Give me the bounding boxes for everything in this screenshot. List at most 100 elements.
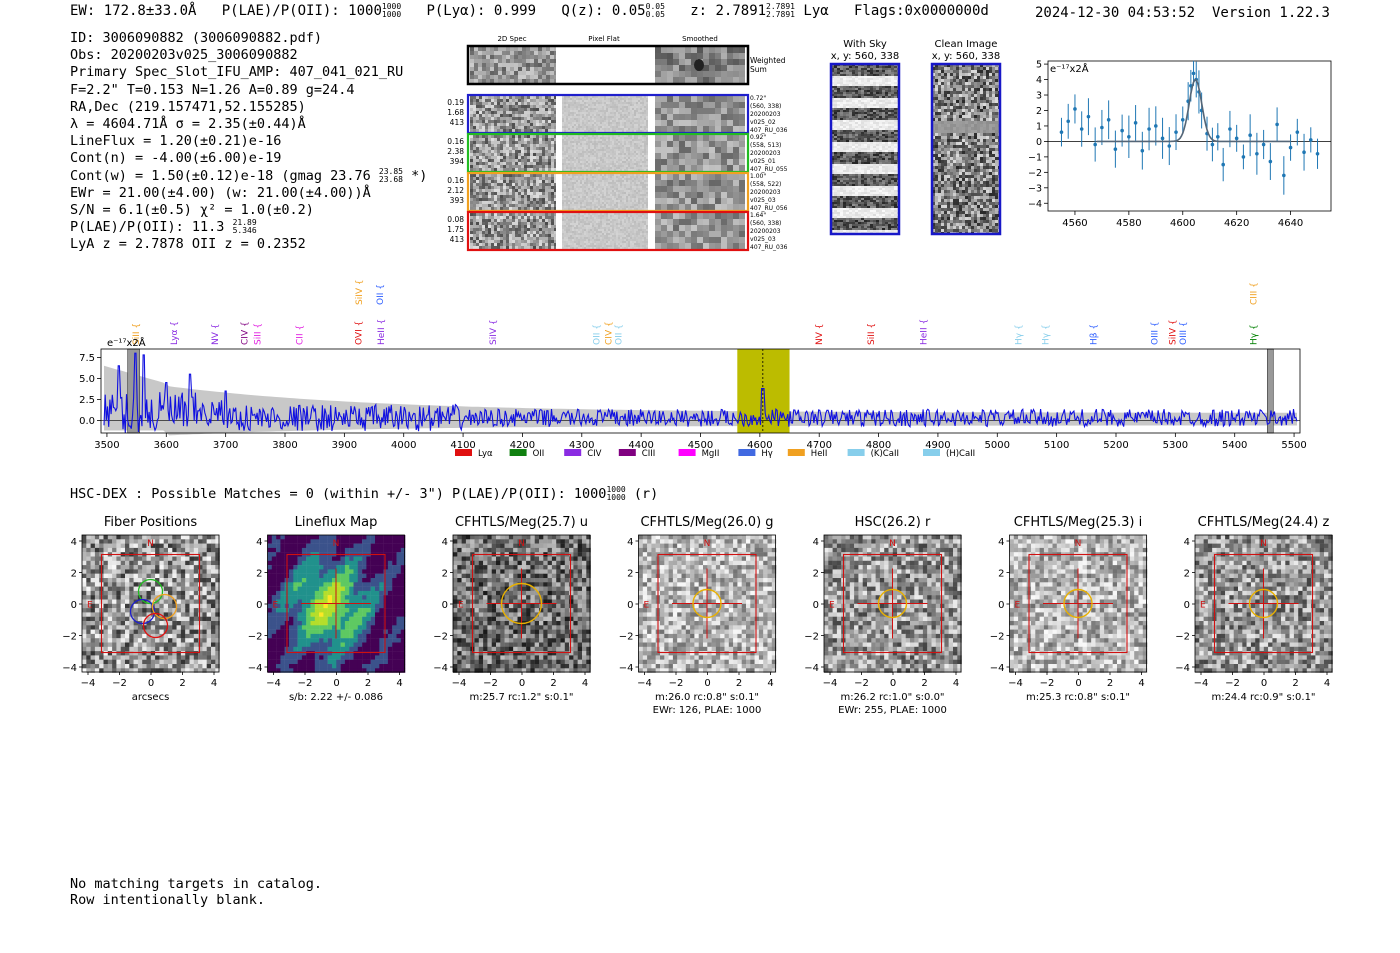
row-left-stat: 394 — [450, 157, 465, 166]
stamp-xtick-label: 2 — [550, 678, 556, 689]
zoom-point — [1106, 117, 1111, 122]
aperture-circle — [1063, 588, 1093, 619]
stamp-xtick-label: 0 — [704, 678, 710, 689]
row-left-stat: 0.08 — [447, 215, 464, 224]
stamp-ytick-label: 2 — [813, 569, 819, 580]
aperture-circle — [877, 588, 908, 619]
spectrum-xtick-label: 3800 — [272, 440, 297, 451]
spectrum-xtick-label: 5500 — [1281, 440, 1306, 451]
info-gmag-range: 23.85 23.68 — [378, 166, 403, 184]
legend-label: Hγ — [761, 449, 772, 459]
legend-swatch — [455, 449, 472, 456]
spectrum-unit-label: e⁻¹⁷x2Å — [107, 336, 146, 349]
zoom-point — [1073, 107, 1077, 111]
row-pixel-flat — [562, 213, 648, 249]
spectrum-xtick-label: 5100 — [1044, 440, 1069, 451]
row-right-info: (560, 338) — [750, 103, 781, 110]
header-flags: Flags:0x0000000d — [853, 3, 989, 19]
row-2d-spec — [470, 135, 556, 171]
stamp-ytick-label: −2 — [248, 632, 263, 643]
spectrum-xtick-label: 3600 — [154, 440, 179, 451]
spectral-line-label: OII { — [376, 284, 386, 305]
stamp-ytick-label: 4 — [1184, 537, 1190, 548]
spectral-line-label: OII { — [615, 324, 625, 345]
zoom-fit-curve — [1096, 78, 1291, 143]
row-left-stat: 393 — [450, 196, 465, 205]
stamp-title: CFHTLS/Meg(24.4) z — [1198, 515, 1330, 530]
zoom-line-fit-chart: e⁻¹⁷x2Å 4560 4580 4600 4620 4640 5 4 3 2 1 0 −1 −2 −3… — [1028, 60, 1332, 229]
stamp-north-label: N — [518, 539, 525, 549]
row-frame — [466, 210, 750, 252]
footer-line-1: No matching targets in catalog. — [70, 876, 322, 892]
spectral-line-label: SiIV { — [1168, 319, 1178, 345]
zoom-point — [1154, 124, 1158, 128]
header-z-range: 2.7891 2.7891 — [766, 2, 795, 19]
header-plae-range: 1000 1000 — [381, 2, 402, 19]
stamp-ytick-label: −4 — [804, 663, 819, 674]
zoom-point — [1120, 128, 1124, 133]
row-2d-spec — [470, 213, 556, 249]
zoom-point — [1261, 142, 1266, 147]
stamp-caption: m:24.4 rc:0.9" s:0.1" — [1211, 692, 1315, 703]
fiber-position-circle — [142, 612, 169, 639]
stamp-caption-secondary: EWr: 255, PLAE: 1000 — [838, 705, 947, 716]
stamp-ytick-label: 0 — [813, 600, 819, 611]
row-right-info: 1.64" — [750, 212, 766, 219]
zoom-ytick-label: −4 — [1028, 199, 1042, 210]
clean-image-frame — [930, 62, 1002, 236]
zoom-point — [1210, 142, 1215, 147]
weighted-source-blob — [694, 59, 704, 71]
spectrum-xtick-label: 4400 — [628, 440, 653, 451]
hsc-dex-summary: HSC-DEX : Possible Matches = 0 (within +… — [70, 485, 659, 503]
stamp-east-label: E — [829, 601, 835, 611]
zoom-point — [1216, 134, 1220, 139]
spectrum-xtick-label: 4200 — [510, 440, 535, 451]
stamp-xtick-label: −4 — [1194, 678, 1209, 689]
row-left-stat: 0.19 — [447, 98, 464, 107]
row-2d-spec — [470, 96, 556, 132]
spectrum-xtick-label: 5300 — [1163, 440, 1188, 451]
stamp-caption: m:25.7 rc:1.2" s:0.1" — [469, 692, 573, 703]
stamp-ytick-label: 0 — [71, 600, 77, 611]
stamp-north-label: N — [889, 539, 896, 549]
zoom-point — [1248, 133, 1252, 138]
stamp-frame — [81, 534, 220, 673]
stamp-ytick-label: −2 — [804, 632, 819, 643]
stamp-ytick-label: 4 — [71, 537, 77, 548]
row-right-info: 0.72" — [750, 95, 766, 102]
stamp-xtick-label: −4 — [823, 678, 838, 689]
stamp-xtick-label: −2 — [1040, 678, 1055, 689]
legend-swatch — [509, 449, 527, 456]
stamp-xtick-label: 4 — [396, 678, 402, 689]
row-right-info: 20200203 — [750, 228, 781, 235]
stamp-title: CFHTLS/Meg(25.7) u — [455, 515, 588, 530]
fiber-position-circle — [137, 578, 164, 605]
stamp-search-box — [1213, 553, 1314, 654]
aperture-circle — [692, 588, 722, 619]
header-version: Version 1.22.3 — [1211, 5, 1330, 21]
stamp-ytick-label: 2 — [1184, 569, 1190, 580]
info-fparams: F=2.2" T=0.153 N=1.26 A=0.89 g=24.4 — [70, 81, 355, 98]
row-right-info: 407_RU_036 — [750, 127, 788, 134]
header-datetime-version: 2024-12-30 04:53:52 Version 1.22.3 — [1035, 5, 1330, 21]
spectrum-xtick-label: 4600 — [747, 440, 772, 451]
info-ewr: EWr = 21.00(±4.00) (w: 21.00(±4.00))Å — [70, 184, 371, 201]
zoom-point — [1059, 130, 1064, 134]
stamp-east-label: E — [273, 601, 279, 611]
stamp-xtick-label: −2 — [854, 678, 869, 689]
row-divider — [652, 95, 655, 133]
row-smoothed — [655, 213, 745, 249]
header-line-id: Lyα — [803, 3, 829, 19]
stamp-ytick-label: 0 — [627, 600, 633, 611]
zoom-ytick-label: 5 — [1036, 60, 1042, 71]
row-right-info: (560, 338) — [750, 220, 781, 227]
spectral-line-label: HeII { — [377, 319, 387, 345]
zoom-point — [1282, 173, 1286, 178]
spectral-line-label: OVI { — [355, 321, 365, 345]
spectral-line-label: SiII { — [867, 323, 877, 345]
info-primary: Primary Spec_Slot_IFU_AMP: 407_041_021_R… — [70, 64, 404, 81]
stamp-ytick-label: 2 — [442, 569, 448, 580]
